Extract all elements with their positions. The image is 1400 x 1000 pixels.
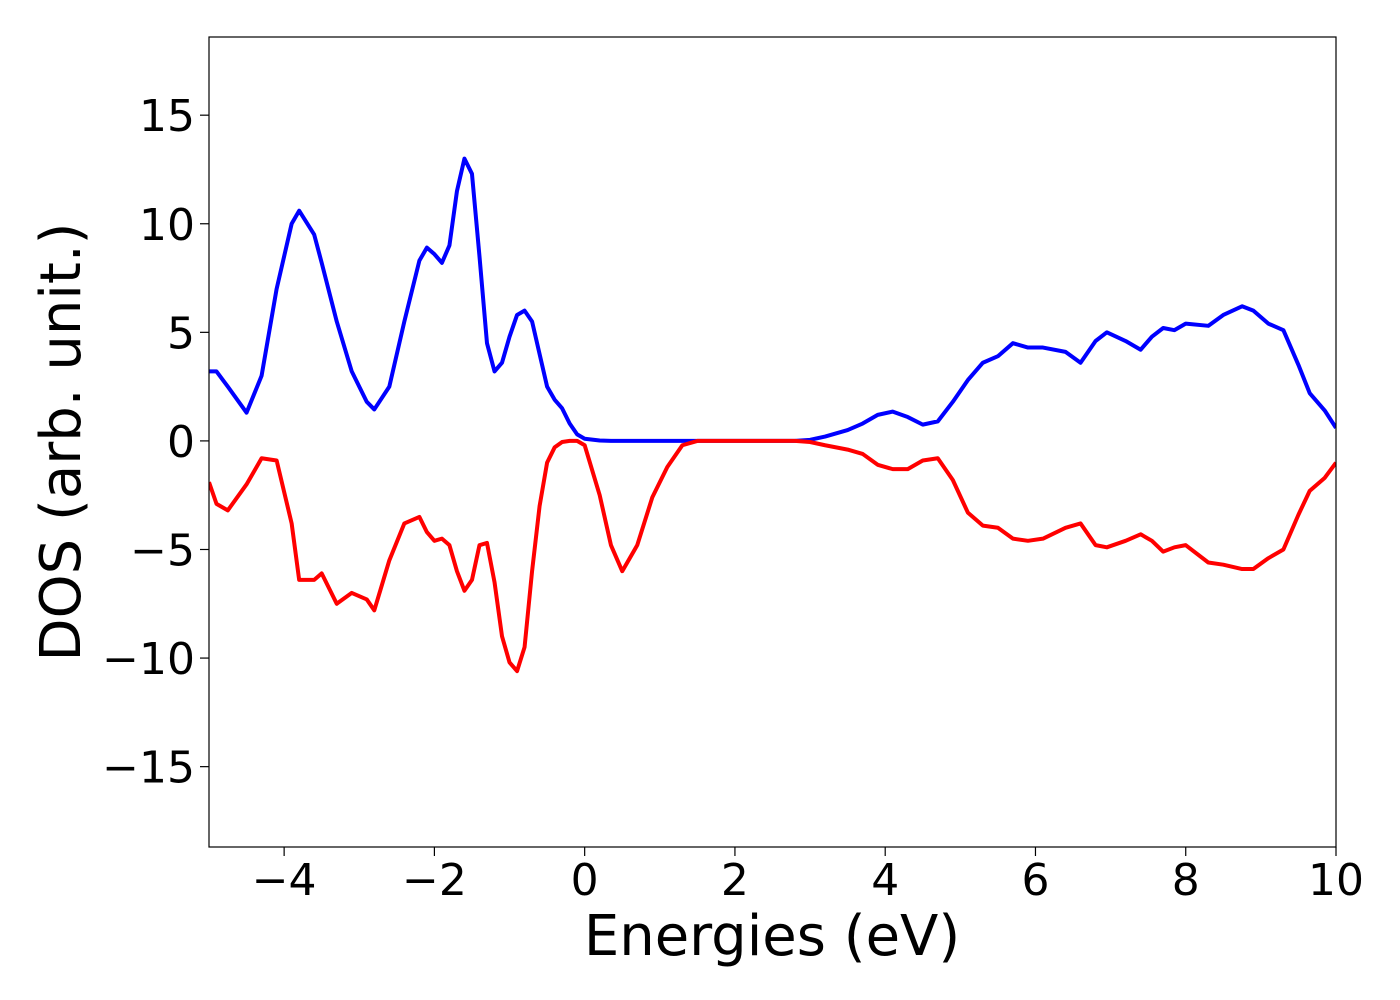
data-line xyxy=(209,156,1336,443)
x-tick-label: −4 xyxy=(252,855,317,906)
y-tick-label: 10 xyxy=(139,200,195,251)
x-tick-label: 8 xyxy=(1172,855,1200,906)
x-tick-label: 4 xyxy=(871,855,899,906)
y-tick-label: −10 xyxy=(102,634,195,685)
x-tick-label: 2 xyxy=(721,855,749,906)
y-tick-label: 5 xyxy=(167,308,195,359)
y-axis-label: DOS (arb. unit.) xyxy=(29,222,94,661)
x-axis-label: Energies (eV) xyxy=(584,904,960,969)
y-tick-label: 0 xyxy=(167,417,195,468)
y-tick-label: 15 xyxy=(139,91,195,142)
plot-frame xyxy=(208,36,1337,848)
x-tick-label: 0 xyxy=(571,855,599,906)
data-line xyxy=(209,438,1336,674)
x-tick-label: 6 xyxy=(1021,855,1049,906)
x-tick-label: 10 xyxy=(1308,855,1364,906)
y-tick-label: −5 xyxy=(130,525,195,576)
x-tick-label: −2 xyxy=(402,855,467,906)
y-tick-label: −15 xyxy=(102,743,195,794)
